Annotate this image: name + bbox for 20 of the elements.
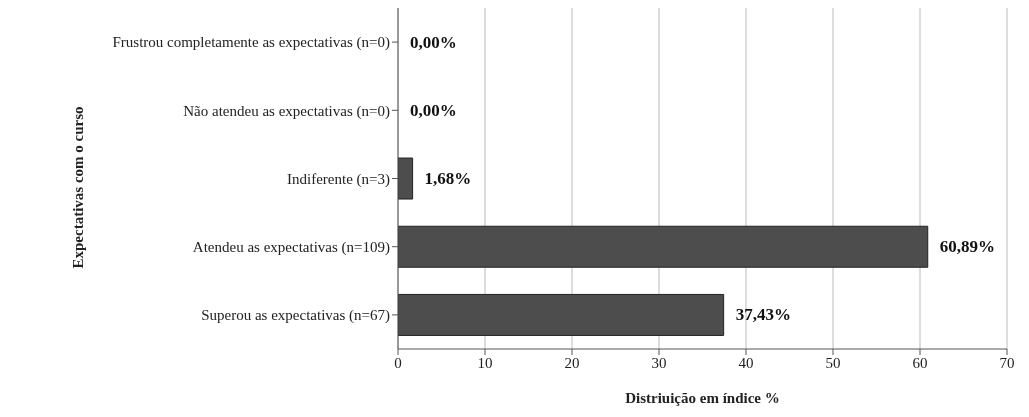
data-label: 37,43% (735, 305, 791, 325)
y-tick-label: Superou as expectativas (n=67) (201, 307, 390, 325)
x-tick-label: 70 (999, 354, 1015, 371)
data-label: 0,00% (410, 100, 457, 120)
data-label: 60,89% (939, 237, 995, 257)
x-tick-label: 50 (825, 354, 841, 371)
y-tick-label: Indiferente (n=3) (287, 170, 390, 188)
y-tick-label: Frustrou completamente as expectativas (n=0) (112, 34, 390, 52)
x-tick-label: 20 (564, 354, 580, 371)
x-axis-title: Distriuição em índice % (625, 390, 780, 406)
x-tick-label: 60 (912, 354, 928, 371)
x-tick-label: 10 (477, 354, 493, 371)
y-axis-title: Expectativas com o curso (70, 106, 87, 269)
y-tick-label: Atendeu as expectativas (n=109) (192, 239, 390, 257)
data-label: 1,68% (424, 169, 472, 188)
x-tick-label: 40 (738, 354, 754, 371)
x-tick-label: 30 (651, 354, 667, 371)
data-label: 0,00% (410, 32, 457, 52)
y-tick-label: Não atendeu as expectativas (n=0) (183, 102, 390, 120)
x-tick-label: 0 (394, 354, 402, 371)
